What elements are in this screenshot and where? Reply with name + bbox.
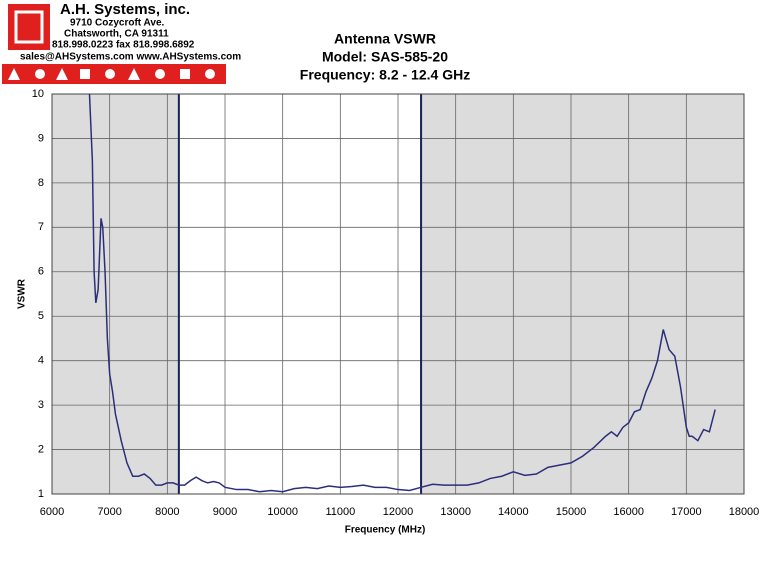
x-tick-label: 12000 — [383, 506, 414, 518]
x-tick-label: 15000 — [556, 506, 587, 518]
y-tick-label: 10 — [32, 88, 44, 100]
y-tick-label: 2 — [38, 443, 44, 455]
series-line — [88, 93, 716, 493]
x-tick-label: 8000 — [155, 506, 179, 518]
y-tick-label: 8 — [38, 177, 44, 189]
x-tick-label: 6000 — [40, 506, 64, 518]
icons — [8, 68, 215, 80]
x-axis-label: Frequency (MHz) — [345, 525, 426, 536]
chart-title: Antenna VSWR — [334, 31, 436, 47]
y-tick-label: 4 — [38, 355, 44, 367]
x-tick-label: 17000 — [671, 506, 702, 518]
phone: 818.998.0223 fax 818.998.6892 — [52, 40, 195, 51]
chart-title: Model: SAS-585-20 — [322, 49, 448, 65]
x-tick-label: 18000 — [729, 506, 760, 518]
y-tick-label: 5 — [38, 310, 44, 322]
x-tick-label: 9000 — [213, 506, 237, 518]
y-tick-label: 3 — [38, 399, 44, 411]
web: sales@AHSystems.com www.AHSystems.com — [20, 52, 241, 63]
company: A.H. Systems, inc. — [60, 1, 190, 18]
y-tick-label: 7 — [38, 221, 44, 233]
x-tick-label: 11000 — [325, 506, 355, 518]
y-tick-label: 1 — [38, 488, 44, 500]
y-axis-label: VSWR — [17, 278, 28, 309]
chart-title: Frequency: 8.2 - 12.4 GHz — [300, 67, 470, 83]
x-tick-label: 7000 — [97, 506, 121, 518]
x-tick-label: 16000 — [613, 506, 644, 518]
x-tick-label: 14000 — [498, 506, 529, 518]
x-tick-label: 13000 — [440, 506, 471, 518]
band — [178, 94, 422, 494]
y-tick-label: 9 — [38, 132, 44, 144]
address: 9710 Cozycroft Ave. — [70, 18, 165, 29]
plot-border — [51, 93, 745, 495]
logo-mark — [14, 10, 44, 44]
city: Chatsworth, CA 91311 — [64, 29, 169, 40]
y-tick-label: 6 — [38, 266, 44, 278]
x-tick-label: 10000 — [267, 506, 298, 518]
